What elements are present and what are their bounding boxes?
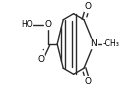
Text: O: O (84, 77, 91, 86)
Text: HO: HO (21, 20, 33, 29)
Text: O: O (45, 20, 52, 29)
Text: N: N (91, 40, 97, 48)
Text: -CH₃: -CH₃ (103, 40, 120, 48)
Text: O: O (84, 2, 91, 11)
Text: O: O (37, 55, 44, 64)
